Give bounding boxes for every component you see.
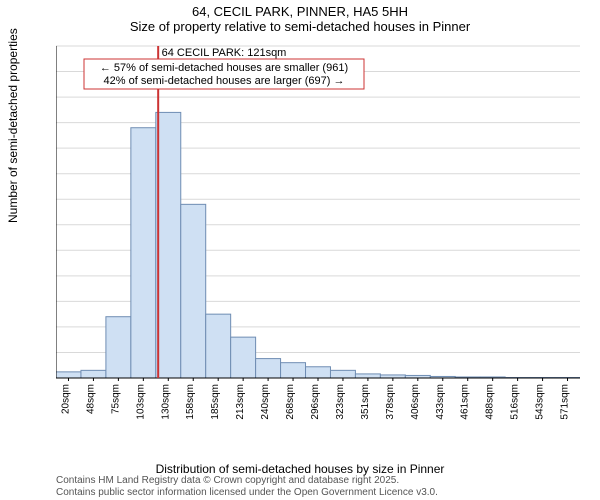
svg-text:571sqm: 571sqm: [560, 384, 571, 420]
x-axis-label: Distribution of semi-detached houses by …: [0, 462, 600, 476]
svg-text:103sqm: 103sqm: [135, 384, 146, 420]
histogram-svg: 0501001502002503003504004505005506006502…: [56, 40, 580, 428]
svg-text:543sqm: 543sqm: [535, 384, 546, 420]
attribution-footer: Contains HM Land Registry data © Crown c…: [56, 475, 584, 498]
svg-text:296sqm: 296sqm: [310, 384, 321, 420]
footer-line2: Contains public sector information licen…: [56, 487, 584, 499]
svg-text:378sqm: 378sqm: [385, 384, 396, 420]
svg-text:406sqm: 406sqm: [410, 384, 421, 420]
chart-area: 0501001502002503003504004505005506006502…: [56, 40, 580, 428]
svg-text:351sqm: 351sqm: [360, 384, 371, 420]
svg-text:48sqm: 48sqm: [85, 384, 96, 414]
svg-text:20sqm: 20sqm: [60, 384, 71, 414]
svg-text:75sqm: 75sqm: [110, 384, 121, 414]
svg-text:516sqm: 516sqm: [510, 384, 521, 420]
svg-text:323sqm: 323sqm: [335, 384, 346, 420]
y-axis-label: Number of semi-detached properties: [6, 28, 20, 223]
chart-title-block: 64, CECIL PARK, PINNER, HA5 5HH Size of …: [0, 0, 600, 34]
svg-text:433sqm: 433sqm: [435, 384, 446, 420]
svg-text:← 57% of semi-detached houses: ← 57% of semi-detached houses are smalle…: [100, 62, 348, 74]
svg-text:213sqm: 213sqm: [235, 384, 246, 420]
svg-text:64 CECIL PARK: 121sqm: 64 CECIL PARK: 121sqm: [162, 47, 287, 59]
svg-text:158sqm: 158sqm: [185, 384, 196, 420]
svg-text:268sqm: 268sqm: [285, 384, 296, 420]
svg-text:488sqm: 488sqm: [485, 384, 496, 420]
svg-text:185sqm: 185sqm: [210, 384, 221, 420]
footer-line1: Contains HM Land Registry data © Crown c…: [56, 475, 584, 487]
chart-title-line2: Size of property relative to semi-detach…: [0, 19, 600, 34]
svg-text:42% of semi-detached houses ar: 42% of semi-detached houses are larger (…: [104, 75, 345, 87]
chart-title-line1: 64, CECIL PARK, PINNER, HA5 5HH: [0, 4, 600, 19]
svg-text:461sqm: 461sqm: [460, 384, 471, 420]
svg-text:130sqm: 130sqm: [160, 384, 171, 420]
svg-text:240sqm: 240sqm: [260, 384, 271, 420]
